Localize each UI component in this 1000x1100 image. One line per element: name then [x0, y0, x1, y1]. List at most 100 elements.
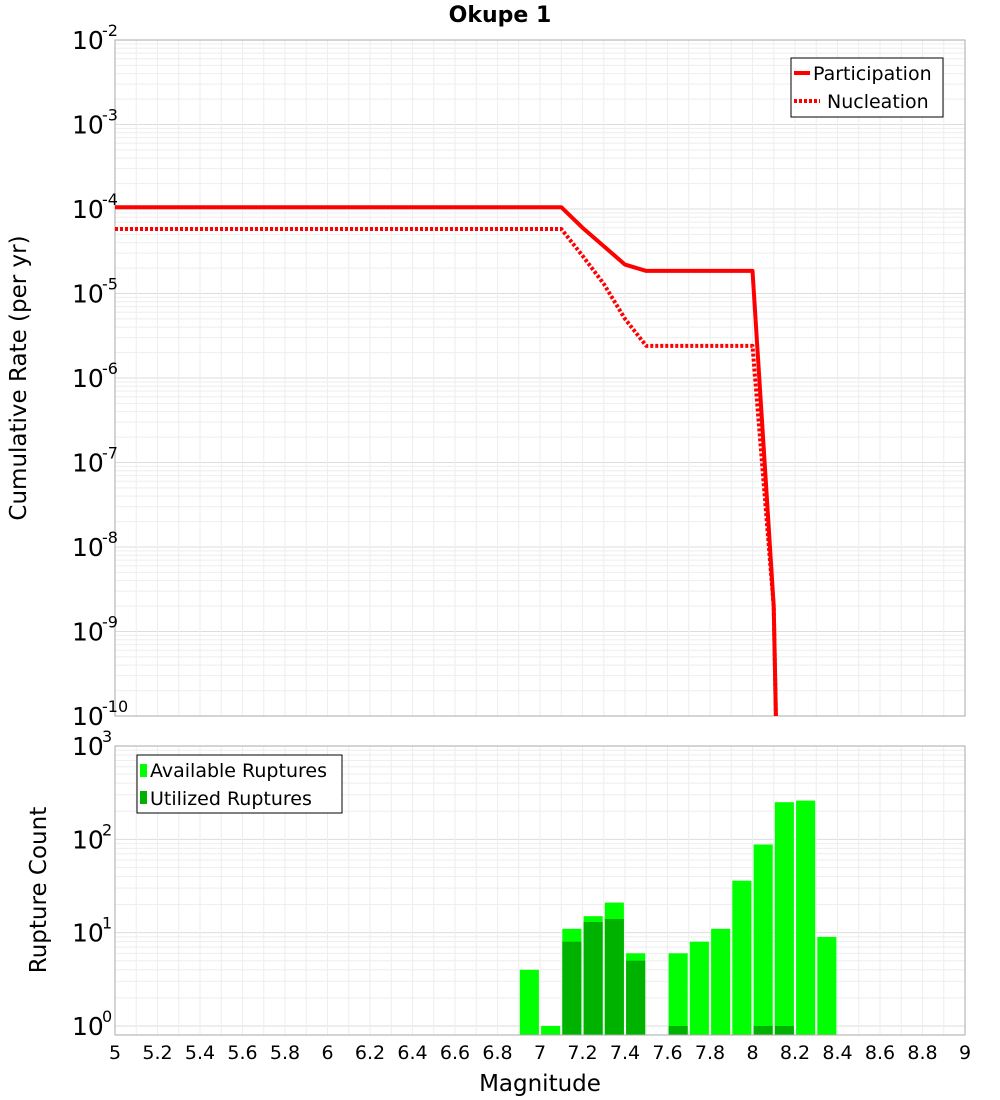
y-tick-label: 10-3 — [72, 106, 118, 140]
bottom-legend-box — [136, 754, 343, 814]
legend-swatch-available — [140, 764, 147, 777]
y-tick-exponent: -7 — [102, 444, 118, 463]
x-tick-label: 6 — [321, 1042, 333, 1064]
top-legend: Participation Nucleation — [790, 57, 944, 118]
top-plot-frame — [114, 39, 966, 717]
x-tick-label: 5.8 — [270, 1042, 300, 1064]
top-y-axis-title: Cumulative Rate (per yr) — [6, 235, 32, 520]
y-tick-base: 10 — [72, 195, 104, 224]
y-tick-exponent: -10 — [102, 697, 128, 716]
y-tick-exponent: 1 — [102, 914, 112, 933]
y-tick-exponent: -8 — [102, 528, 118, 547]
bar-available — [774, 802, 794, 1035]
y-tick-base: 10 — [72, 280, 104, 309]
bottom-y-axis-title: Rupture Count — [26, 807, 52, 973]
legend-label-nucleation: Nucleation — [827, 91, 929, 113]
x-tick-label: 7.4 — [610, 1042, 640, 1064]
legend-label-utilized: Utilized Ruptures — [150, 788, 312, 810]
x-tick-label: 7.6 — [652, 1042, 682, 1064]
x-tick-label: 6.2 — [355, 1042, 385, 1064]
y-tick-exponent: -2 — [102, 21, 118, 40]
y-tick-label: 100 — [72, 1007, 112, 1041]
x-tick-label: 5 — [109, 1042, 121, 1064]
y-tick-label: 10-7 — [72, 444, 118, 478]
y-tick-label: 10-8 — [72, 528, 118, 562]
y-tick-label: 101 — [72, 914, 112, 948]
bar-utilized — [626, 960, 646, 1035]
x-tick-label: 8.6 — [865, 1042, 895, 1064]
y-tick-exponent: 2 — [102, 820, 112, 839]
y-tick-base: 10 — [72, 702, 104, 731]
y-tick-exponent: -9 — [102, 613, 118, 632]
x-tick-label: 8.2 — [780, 1042, 810, 1064]
legend-label-available: Available Ruptures — [150, 760, 327, 782]
x-tick-label: 5.4 — [185, 1042, 215, 1064]
bar-utilized — [774, 1026, 794, 1035]
x-tick-label: 6.4 — [397, 1042, 427, 1064]
y-tick-label: 10-10 — [72, 697, 128, 731]
y-tick-base: 10 — [72, 732, 104, 761]
x-tick-label: 5.2 — [142, 1042, 172, 1064]
x-tick-label: 8 — [746, 1042, 758, 1064]
legend-swatch-utilized — [140, 791, 147, 804]
y-tick-label: 10-5 — [72, 275, 118, 309]
x-tick-label: 8.8 — [907, 1042, 937, 1064]
bar-available — [519, 969, 539, 1035]
y-tick-exponent: 0 — [102, 1007, 112, 1026]
bar-available — [817, 936, 837, 1035]
bar-available — [796, 800, 816, 1035]
chart-title: Okupe 1 — [449, 3, 552, 28]
bar-utilized — [753, 1026, 773, 1035]
y-tick-base: 10 — [72, 1012, 104, 1041]
x-tick-label: 6.8 — [482, 1042, 512, 1064]
x-tick-labels: 5 5.2 5.4 5.6 5.8 6 6.2 6.4 6.6 6.8 7 7.2 7.4 7.6 7.8 8… — [109, 1042, 971, 1064]
y-tick-label: 10-6 — [72, 359, 118, 393]
bar-available — [732, 880, 752, 1035]
bar-available — [711, 928, 731, 1035]
top-legend-box — [790, 57, 944, 118]
y-tick-exponent: -5 — [102, 275, 118, 294]
x-tick-label: 7.2 — [567, 1042, 597, 1064]
bar-available — [689, 941, 709, 1035]
bottom-plot-frame — [114, 745, 966, 1036]
bar-available — [668, 953, 688, 1035]
x-tick-label: 7.8 — [695, 1042, 725, 1064]
y-tick-label: 10-4 — [72, 190, 118, 224]
x-axis-title: Magnitude — [479, 1071, 601, 1097]
y-tick-label: 102 — [72, 820, 112, 854]
y-tick-label: 10-9 — [72, 613, 118, 647]
bar-utilized — [562, 941, 582, 1035]
bar-utilized — [604, 919, 624, 1035]
bottom-panel-bars — [519, 800, 837, 1035]
top-y-tick-labels: 10-210-310-410-510-610-710-810-910-10 — [72, 21, 128, 731]
bottom-legend: Available Ruptures Utilized Ruptures — [136, 754, 343, 814]
bar-available — [753, 844, 773, 1035]
top-panel-grid — [114, 40, 966, 717]
y-tick-base: 10 — [72, 618, 104, 647]
y-tick-base: 10 — [72, 111, 104, 140]
bar-utilized — [583, 922, 603, 1035]
y-tick-base: 10 — [72, 364, 104, 393]
y-tick-exponent: -6 — [102, 359, 118, 378]
top-panel-series — [115, 205, 778, 717]
y-tick-base: 10 — [72, 919, 104, 948]
y-tick-base: 10 — [72, 533, 104, 562]
y-tick-exponent: -3 — [102, 106, 118, 125]
x-tick-label: 6.6 — [440, 1042, 470, 1064]
y-tick-base: 10 — [72, 825, 104, 854]
x-tick-label: 5.6 — [227, 1042, 257, 1064]
x-tick-label: 7 — [534, 1042, 546, 1064]
x-tick-label: 9 — [959, 1042, 971, 1064]
x-tick-label: 8.4 — [822, 1042, 852, 1064]
y-tick-base: 10 — [72, 449, 104, 478]
y-tick-base: 10 — [72, 26, 104, 55]
series-line-nucleation — [115, 227, 778, 717]
legend-label-participation: Participation — [813, 63, 932, 85]
y-tick-exponent: 3 — [102, 727, 112, 746]
y-tick-exponent: -4 — [102, 190, 118, 209]
y-tick-label: 103 — [72, 727, 112, 761]
bar-utilized — [668, 1026, 688, 1035]
y-tick-label: 10-2 — [72, 21, 118, 55]
